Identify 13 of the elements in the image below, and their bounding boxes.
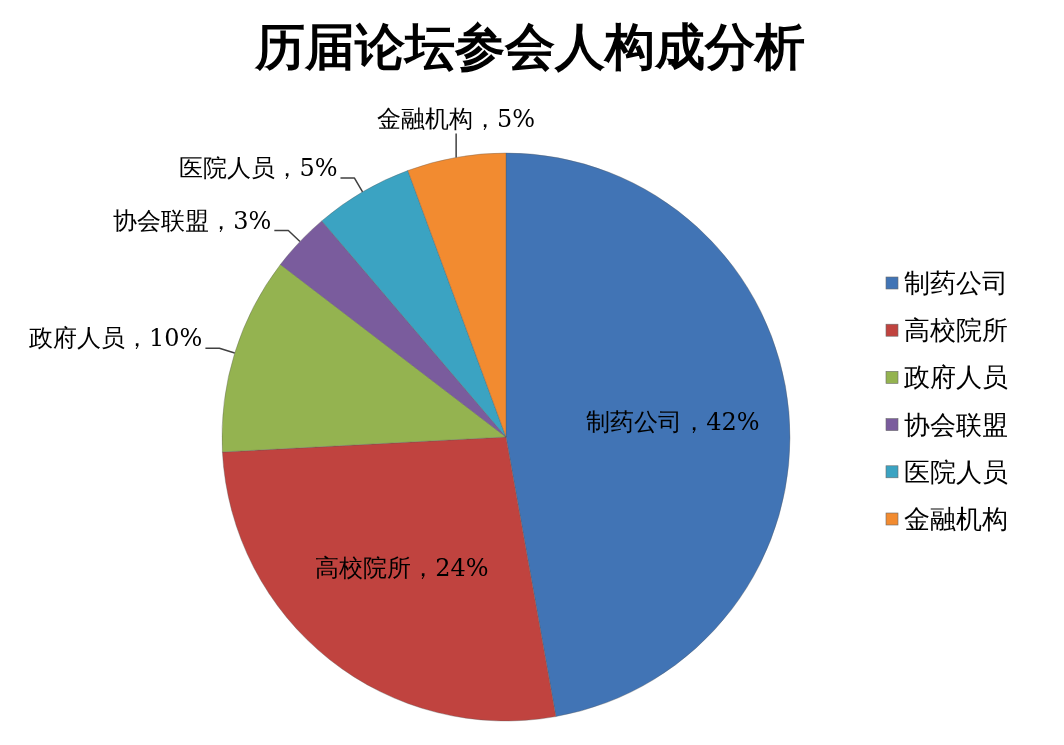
legend-label: 医院人员 — [904, 456, 1008, 487]
data-label: 医院人员，5% — [179, 154, 338, 183]
data-label: 金融机构，5% — [377, 105, 536, 134]
legend-label: 高校院所 — [904, 315, 1008, 346]
legend-label: 金融机构 — [904, 504, 1008, 534]
title: 历届论坛参会人构成分析 — [255, 17, 805, 76]
data-label: 协会联盟，3% — [113, 206, 272, 235]
legend-label: 协会联盟 — [904, 409, 1008, 440]
data-label: 高校院所，24% — [315, 554, 489, 583]
legend-label: 政府人员 — [904, 362, 1008, 393]
data-label: 政府人员，10% — [29, 324, 203, 353]
data-label: 制药公司，42% — [586, 408, 760, 437]
legend-label: 制药公司 — [904, 268, 1008, 298]
